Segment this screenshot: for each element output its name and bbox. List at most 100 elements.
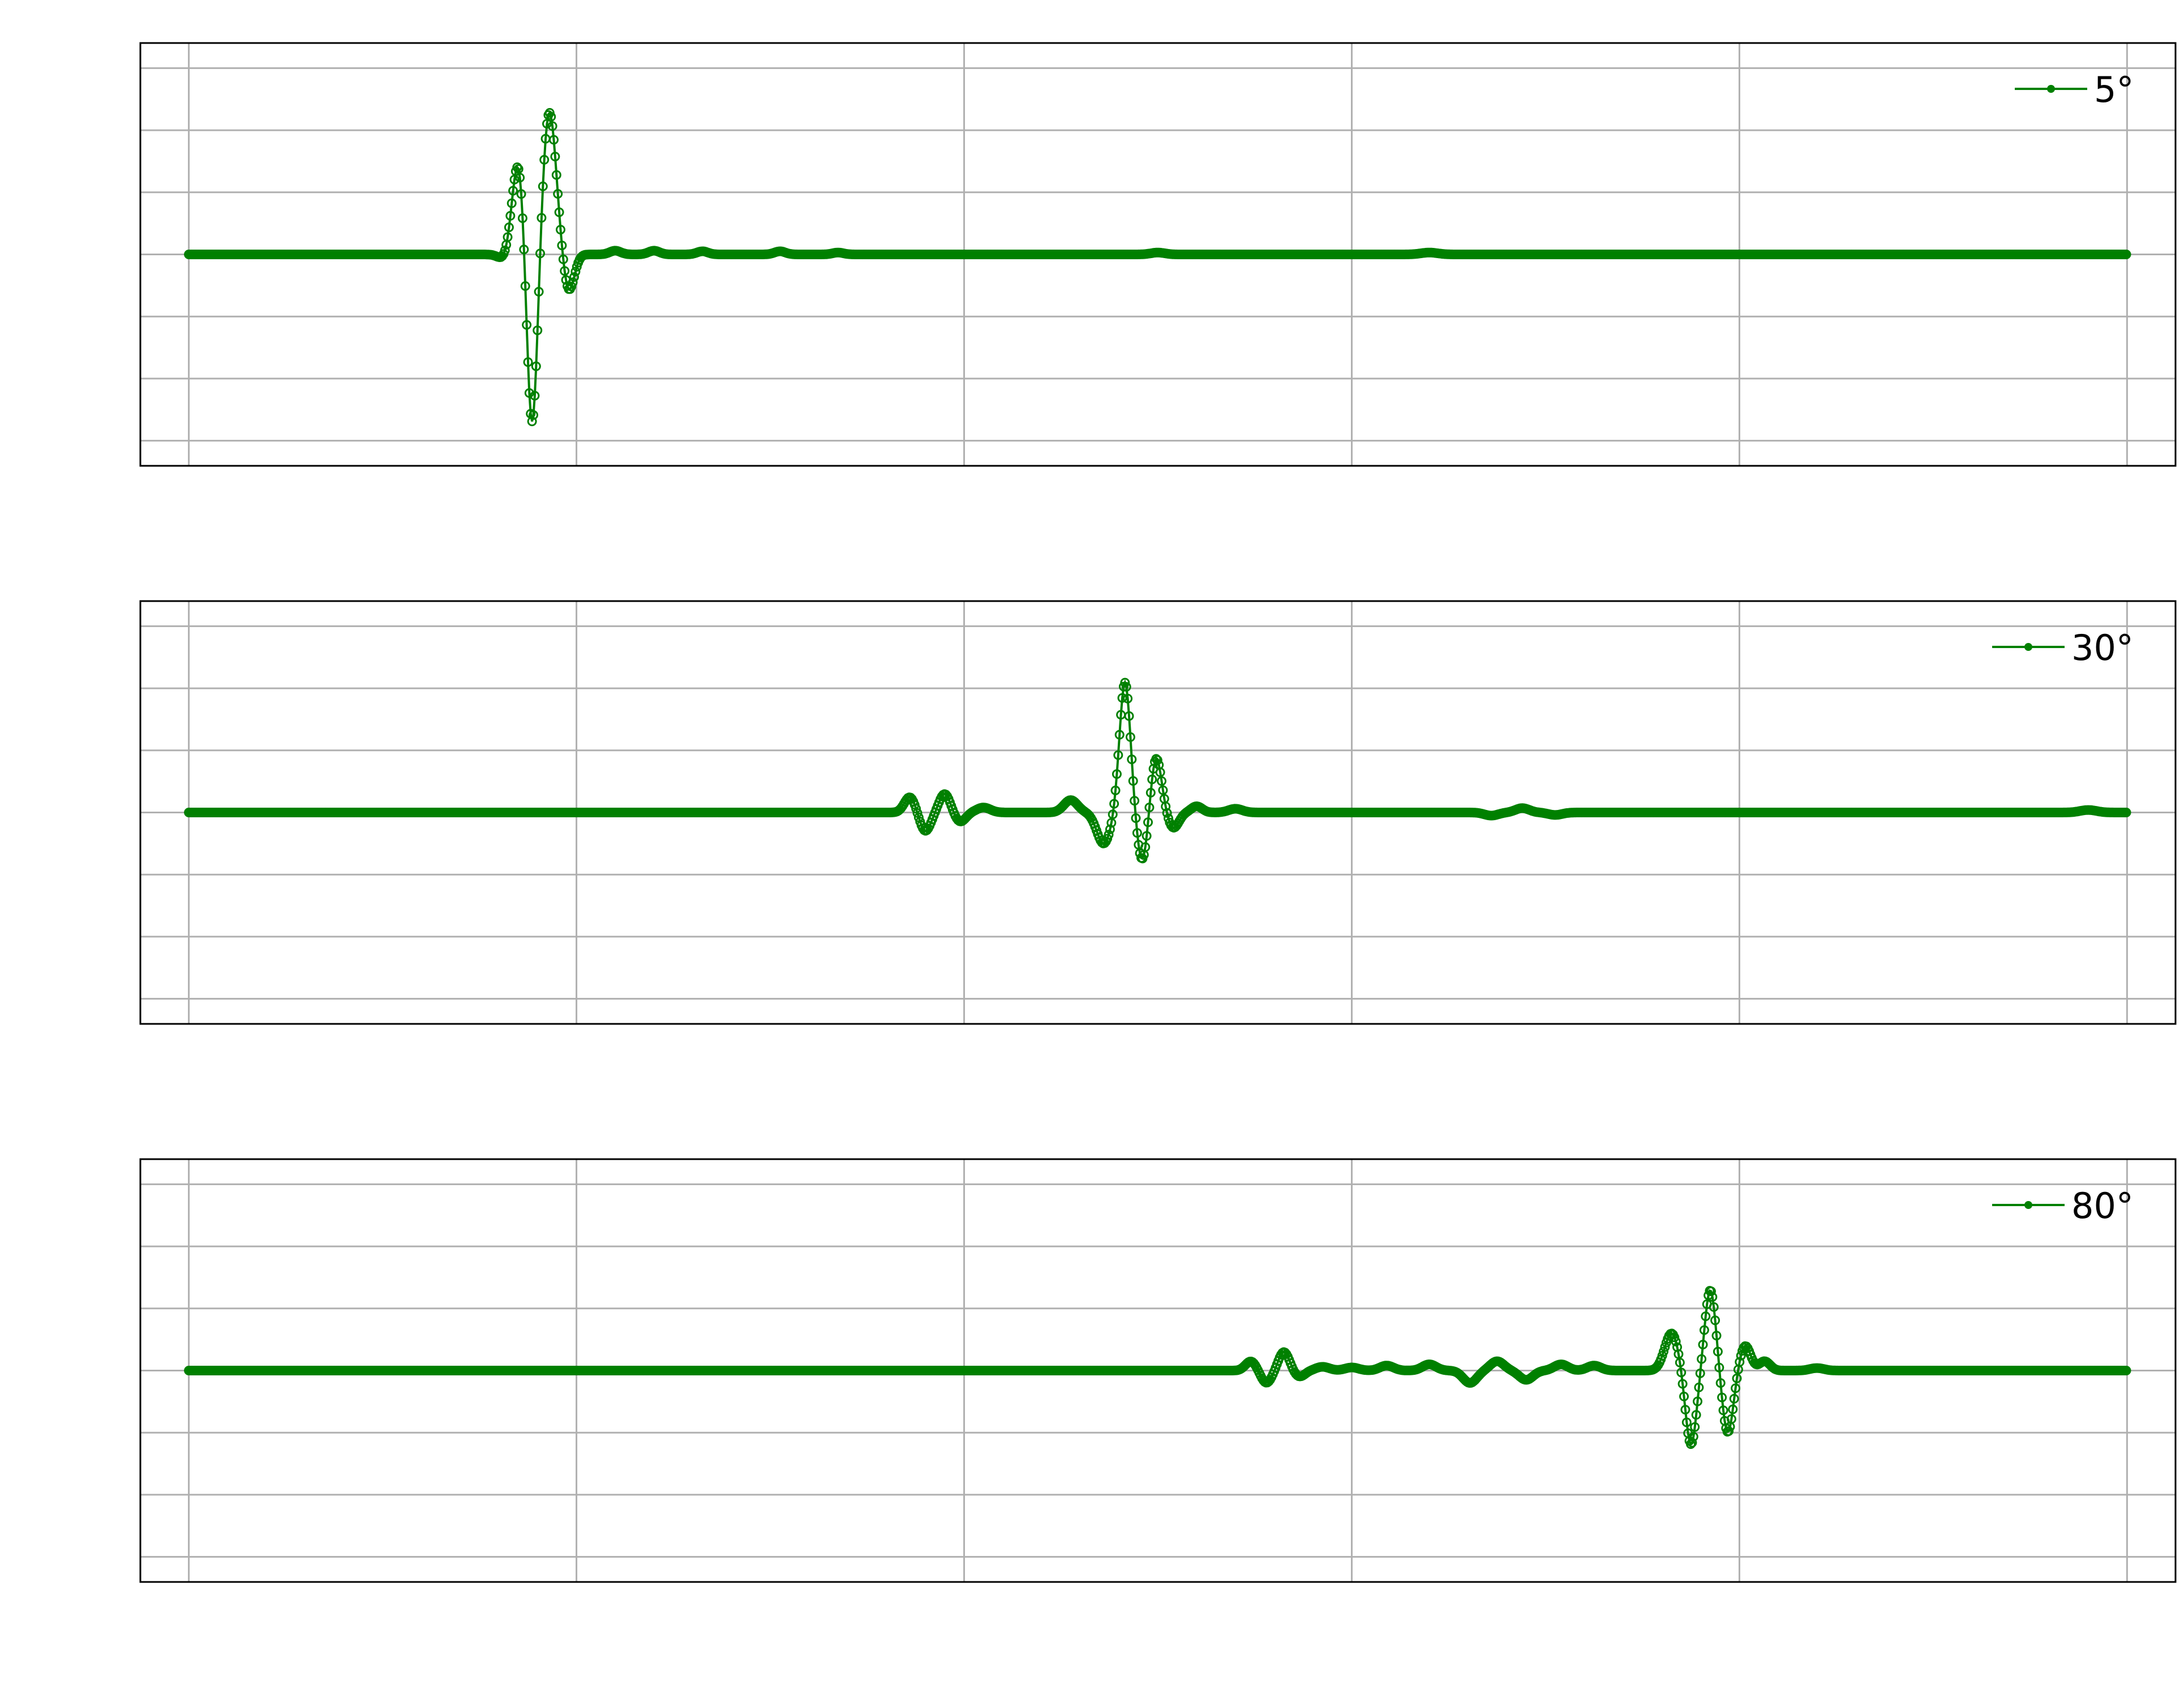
data-point [1657, 1350, 1667, 1361]
data-point [1736, 1350, 1746, 1361]
data-point [1157, 776, 1166, 786]
data-point [1155, 767, 1165, 777]
legend-marker-3 [2024, 1201, 2032, 1209]
data-point [560, 266, 570, 276]
series-markers [184, 108, 2131, 426]
subplot-1: 5° [139, 42, 2177, 467]
data-point [1688, 1431, 1698, 1442]
data-point [1104, 830, 1114, 840]
data-point [1671, 1336, 1681, 1346]
legend-marker-1 [2047, 85, 2055, 93]
data-point [1108, 809, 1118, 820]
legend-label-1: 5° [2094, 69, 2134, 110]
data-point [1709, 1302, 1719, 1312]
data-point [1681, 1417, 1692, 1427]
data-point [1121, 682, 1131, 692]
data-point [537, 213, 547, 223]
data-point [557, 241, 567, 251]
data-point [522, 320, 532, 330]
data-point [1127, 754, 1137, 765]
data-point [567, 281, 577, 291]
data-point [1710, 1315, 1720, 1326]
data-point [1113, 750, 1123, 760]
data-point [1726, 1414, 1736, 1424]
data-point [507, 198, 517, 208]
data-point [1715, 1378, 1726, 1388]
axes-frame [139, 42, 2177, 467]
data-point [547, 121, 557, 131]
data-point [1131, 813, 1141, 823]
data-point [1707, 1292, 1718, 1302]
data-point [549, 135, 559, 145]
data-point [1120, 677, 1130, 688]
data-point [1680, 1405, 1690, 1415]
data-point [1697, 1354, 1707, 1364]
data-point [1670, 1332, 1680, 1343]
data-point [503, 232, 513, 242]
data-point [1713, 1346, 1723, 1357]
data-point [1123, 693, 1133, 704]
data-point [523, 357, 533, 367]
data-point [551, 170, 561, 180]
data-point [530, 391, 540, 401]
data-point [1125, 732, 1135, 742]
data-point [556, 225, 565, 235]
data-point [1679, 1391, 1689, 1401]
data-point [1128, 776, 1138, 786]
legend-3: 80° [1992, 1185, 2134, 1227]
data-point [520, 281, 530, 291]
data-point [1693, 1396, 1702, 1406]
legend-marker-2 [2024, 643, 2032, 651]
data-point [1729, 1393, 1739, 1404]
subplot-2: 30° [139, 600, 2177, 1025]
data-point [1718, 1405, 1728, 1416]
legend-label-3: 80° [2071, 1185, 2134, 1227]
data-point [504, 222, 514, 233]
data-point [1162, 808, 1172, 818]
plot-area-3 [139, 1158, 2177, 1583]
data-point [568, 277, 578, 288]
data-point [1660, 1342, 1670, 1352]
series-markers [184, 677, 2131, 864]
data-point [1695, 1368, 1705, 1378]
data-point [1161, 801, 1171, 812]
data-point [1676, 1367, 1687, 1378]
data-point [1114, 730, 1125, 740]
data-point [516, 189, 526, 199]
data-point [535, 248, 545, 259]
data-point [542, 119, 552, 129]
data-point [1728, 1404, 1738, 1414]
data-point [1124, 711, 1134, 721]
axes-frame [139, 600, 2177, 1025]
data-point [1110, 786, 1121, 795]
data-point [2121, 808, 2131, 817]
data-point [553, 189, 563, 199]
data-point [500, 245, 510, 255]
data-point [524, 388, 534, 398]
data-point [1711, 1331, 1722, 1341]
data-point [508, 186, 518, 196]
data-point [519, 245, 529, 255]
plot-area-2 [139, 600, 2177, 1025]
data-point [569, 272, 579, 282]
data-point [534, 286, 544, 297]
data-point [517, 213, 527, 223]
data-point [550, 152, 560, 162]
data-point [1735, 1357, 1745, 1367]
data-point [515, 173, 525, 183]
data-point [1105, 824, 1115, 834]
plot-area-1 [139, 42, 2177, 467]
data-point [539, 155, 550, 165]
data-point [1706, 1287, 1716, 1296]
data-point [1694, 1382, 1704, 1392]
data-point [505, 211, 516, 221]
data-point [1109, 799, 1119, 809]
legend-2: 30° [1992, 627, 2134, 668]
data-point [1732, 1373, 1742, 1383]
data-point [570, 267, 581, 277]
data-point [1691, 1410, 1701, 1420]
data-point [533, 325, 543, 336]
data-point [1717, 1392, 1727, 1403]
